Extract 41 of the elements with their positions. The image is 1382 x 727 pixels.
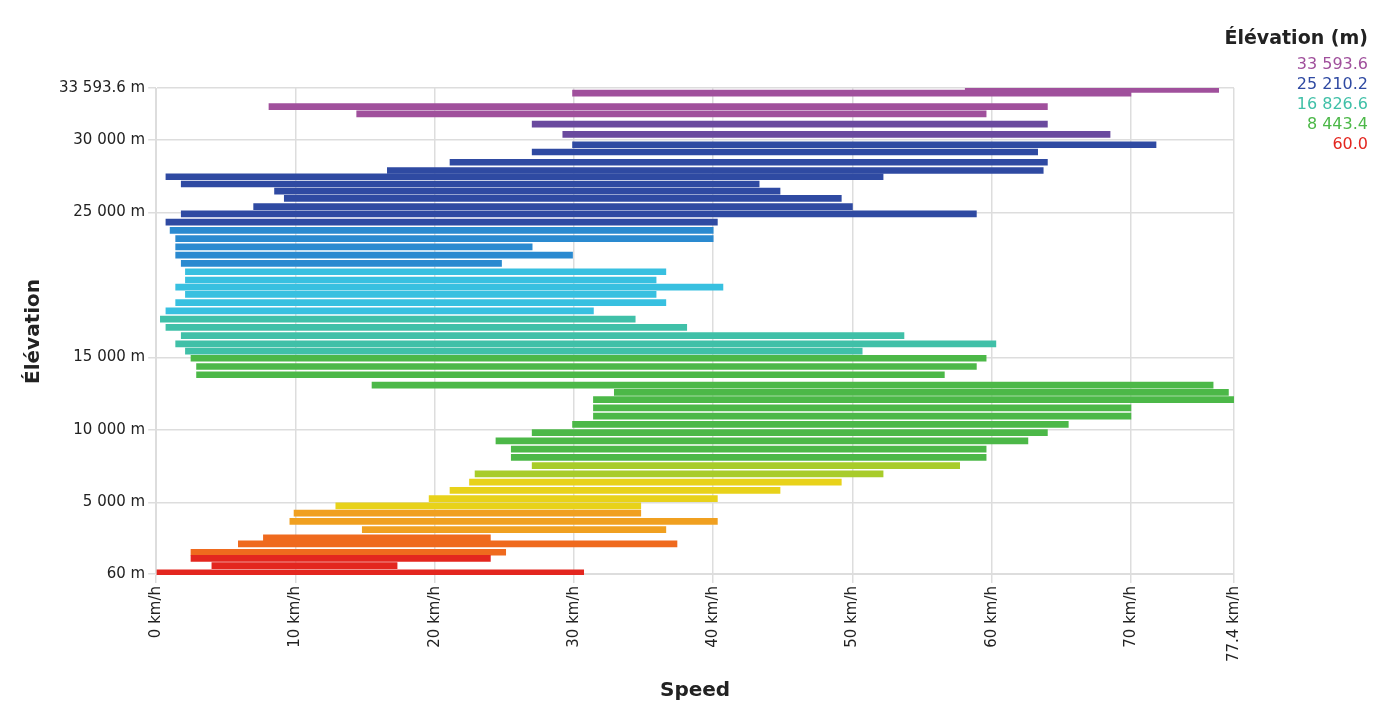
x-tick-label: 50 km/h (842, 585, 861, 648)
x-tick-label: 20 km/h (424, 585, 443, 648)
bar (165, 307, 594, 315)
bar (531, 120, 1048, 128)
bar (175, 243, 533, 251)
text: 60.0 (1331, 134, 1368, 154)
y-tick-label: 33 593.6 m (58, 77, 146, 96)
x-tick-label: 0 km/h (146, 585, 165, 639)
bar (510, 445, 987, 453)
x-tick-label: 60 km/h (981, 585, 1000, 648)
text: 25 210.2 (1295, 74, 1368, 94)
bar (293, 509, 642, 517)
y-axis-title: Élévation (20, 278, 45, 384)
x-tick-label: 70 km/h (1120, 585, 1139, 648)
bar (474, 470, 884, 478)
bar (562, 131, 1111, 138)
y-tick-label: 10 000 m (73, 419, 146, 438)
x-tick-label: 40 km/h (703, 585, 722, 648)
x-tick-label: 30 km/h (563, 585, 582, 648)
bar (593, 412, 1132, 420)
text: 16 826.6 (1295, 94, 1368, 114)
y-tick-label: 60 m (106, 564, 146, 582)
bar (185, 268, 667, 276)
y-tick-label: 15 000 m (73, 347, 146, 366)
text: 8 443.4 (1305, 114, 1368, 134)
bar (593, 404, 1132, 412)
x-tick-label: 77.4 km/h (1223, 585, 1242, 663)
y-tick-label: 30 000 m (73, 129, 146, 148)
bar (160, 315, 636, 323)
y-tick-label: 25 000 m (73, 202, 146, 221)
bar (190, 548, 507, 556)
x-axis-title: Speed (660, 677, 731, 702)
x-tick-label: 10 km/h (285, 585, 304, 648)
bar (510, 454, 987, 461)
bar (495, 437, 1029, 445)
bar (531, 462, 960, 469)
y-tick-label: 5 000 m (82, 492, 146, 511)
legend-title: Élévation (m) (1224, 26, 1368, 48)
bar (469, 478, 842, 486)
text: 33 593.6 (1295, 54, 1368, 74)
bar (165, 218, 718, 226)
